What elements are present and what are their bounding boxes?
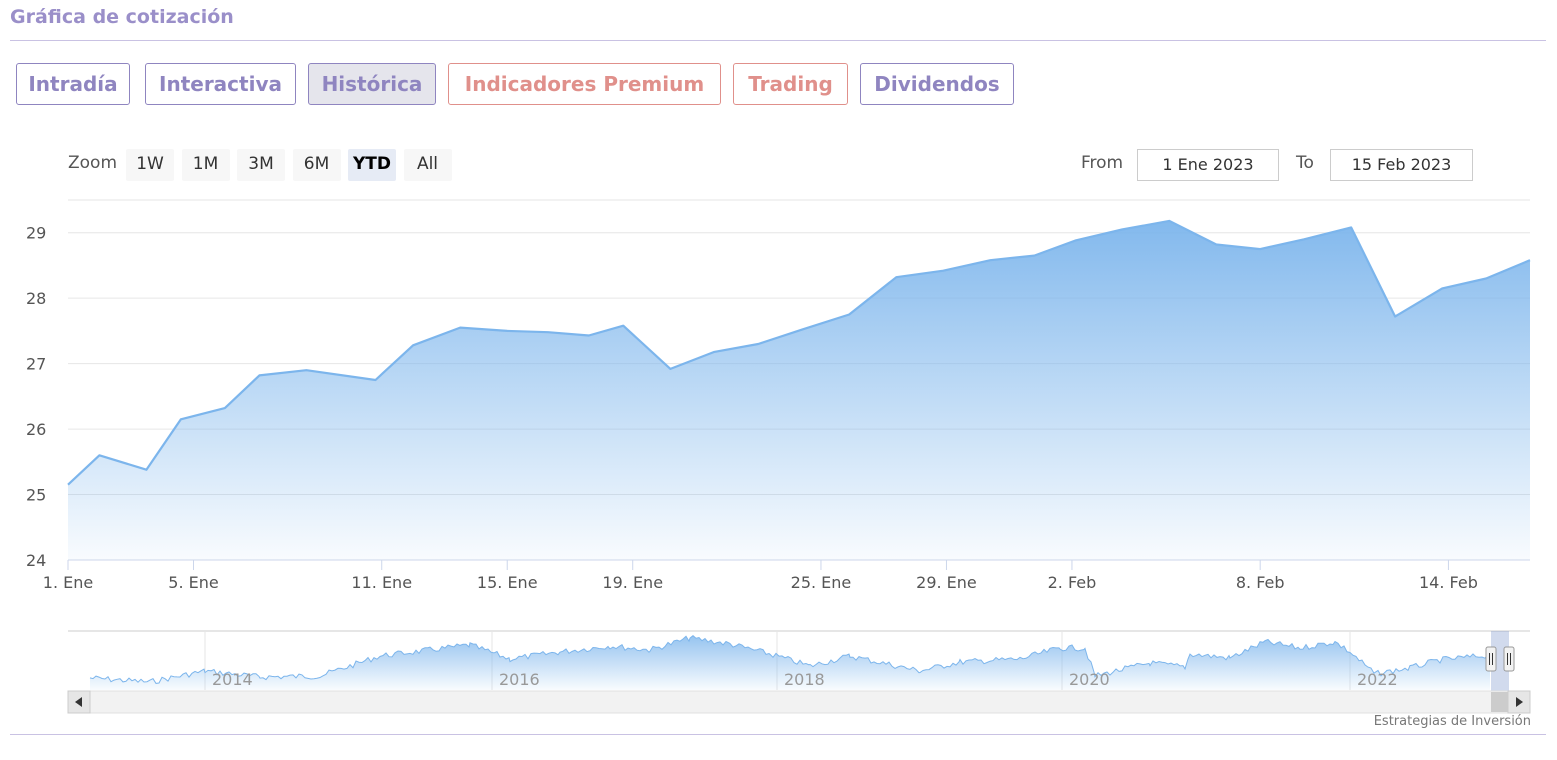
tab-indicadores-premium[interactable]: Indicadores Premium [448,63,721,105]
scrollbar-thumb[interactable] [1491,692,1509,712]
x-tick-label: 2. Feb [1048,573,1097,592]
x-tick-label: 25. Ene [791,573,852,592]
page-title: Gráfica de cotización [10,6,234,28]
tab-dividendos[interactable]: Dividendos [860,63,1014,105]
x-tick-label: 15. Ene [477,573,538,592]
chevron-right-icon [1516,697,1523,707]
y-tick-label: 24 [26,551,46,570]
navigator-right-handle[interactable] [1503,646,1515,672]
to-date-input[interactable]: 15 Feb 2023 [1330,149,1473,181]
chevron-left-icon [75,697,82,707]
x-tick-label: 1. Ene [43,573,93,592]
zoom-3m-button[interactable]: 3M [237,149,285,181]
navigator-area [90,635,1490,690]
scroll-right-button[interactable] [1507,690,1531,714]
x-tick-label: 14. Feb [1419,573,1478,592]
y-tick-label: 25 [26,486,46,505]
navigator-year-label: 2022 [1357,670,1398,689]
navigator-scrollbar[interactable] [67,690,1531,714]
x-tick-label: 5. Ene [168,573,218,592]
y-tick-label: 29 [26,224,46,243]
to-label: To [1296,153,1314,173]
navigator-selection[interactable] [1491,631,1509,713]
y-tick-label: 28 [26,289,46,308]
zoom-all-button[interactable]: All [403,149,452,181]
zoom-6m-button[interactable]: 6M [292,149,341,181]
tab-intradía[interactable]: Intradía [16,63,130,105]
from-label: From [1081,153,1124,173]
navigator-year-label: 2016 [499,670,540,689]
y-tick-label: 27 [26,355,46,374]
title-divider [10,40,1546,41]
x-tick-label: 29. Ene [916,573,977,592]
navigator-year-label: 2020 [1069,670,1110,689]
zoom-1m-button[interactable]: 1M [181,149,230,181]
x-tick-label: 11. Ene [351,573,412,592]
zoom-1w-button[interactable]: 1W [126,149,174,181]
zoom-ytd-button[interactable]: YTD [348,149,396,181]
series-area [68,220,1530,560]
tab-interactiva[interactable]: Interactiva [145,63,296,105]
scroll-left-button[interactable] [67,690,91,714]
x-tick-label: 19. Ene [602,573,663,592]
navigator-left-handle[interactable] [1485,646,1497,672]
tab-trading[interactable]: Trading [733,63,848,105]
bottom-divider [10,734,1546,735]
from-date-input[interactable]: 1 Ene 2023 [1137,149,1279,181]
series-line [67,219,1531,486]
zoom-label: Zoom [68,153,118,173]
y-tick-label: 26 [26,420,46,439]
navigator-year-label: 2018 [784,670,825,689]
navigator-line [89,635,1491,684]
navigator-year-label: 2014 [212,670,253,689]
chart-credit[interactable]: Estrategias de Inversión [1373,714,1531,729]
tab-histórica[interactable]: Histórica [308,63,436,105]
x-tick-label: 8. Feb [1236,573,1285,592]
